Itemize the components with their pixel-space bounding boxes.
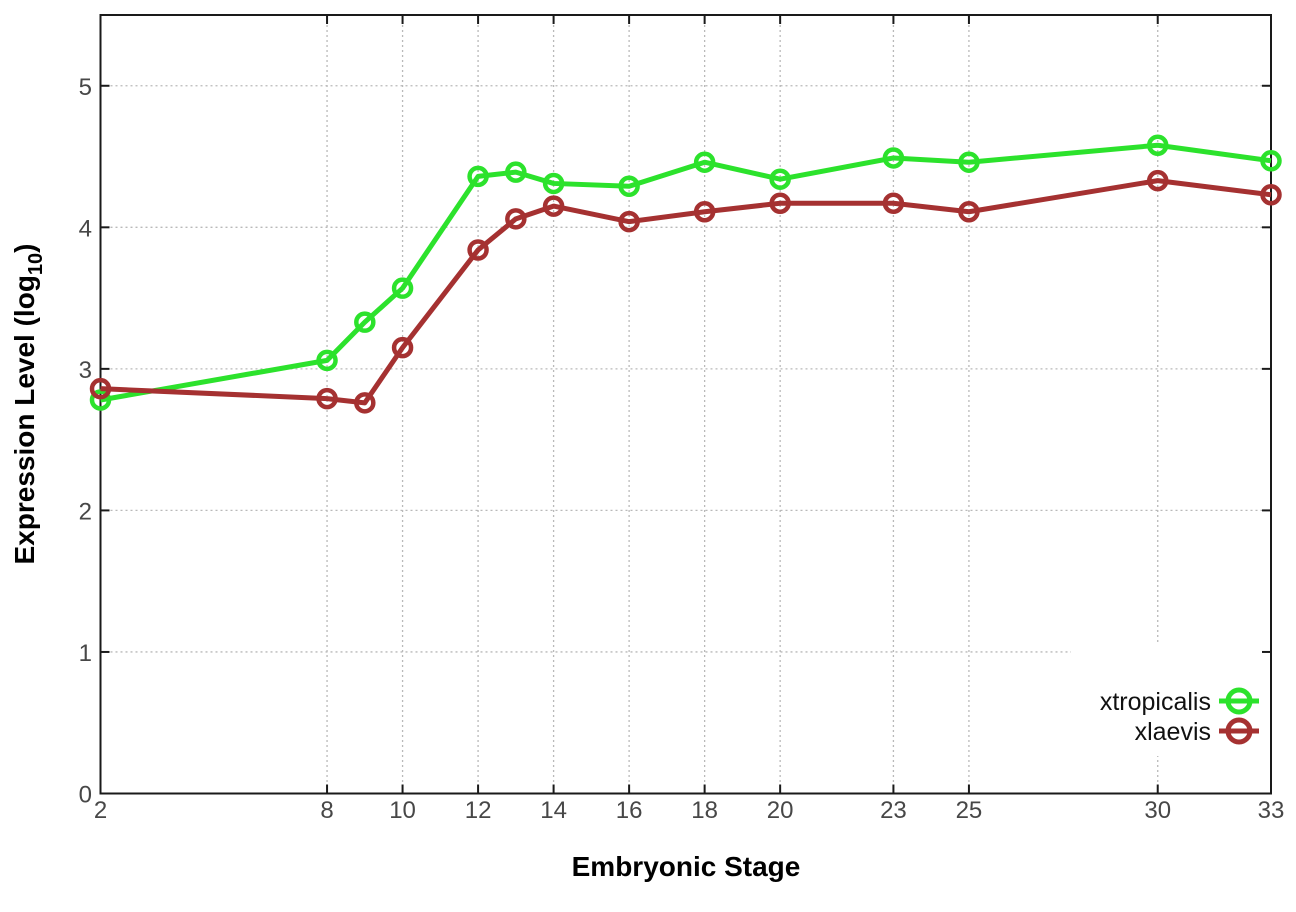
y-tick-label: 5 (79, 74, 92, 101)
axis-ticks (99, 15, 1272, 795)
data-point-marker-xtropicalis (542, 172, 565, 195)
data-point-marker-xlaevis (467, 239, 489, 261)
y-tick-label: 1 (79, 640, 92, 667)
data-point-marker-xtropicalis (467, 165, 489, 188)
data-point-marker-xlaevis (618, 210, 640, 233)
data-point-marker-xlaevis (354, 392, 376, 414)
legend-label-xlaevis: xlaevis (1135, 718, 1211, 746)
data-point-marker-xtropicalis (354, 311, 376, 333)
data-point-marker-xtropicalis (316, 349, 338, 372)
plot-border (99, 14, 1272, 795)
x-tick-label: 12 (465, 797, 492, 824)
legend-marker-xtropicalis (1225, 687, 1253, 715)
data-point-marker-xlaevis (1146, 169, 1169, 192)
x-tick-label: 30 (1144, 797, 1171, 824)
legend-marker-xlaevis (1225, 717, 1253, 745)
data-point-marker-xlaevis (542, 195, 565, 217)
y-tick-label: 4 (79, 215, 92, 242)
data-point-marker-xtropicalis (618, 175, 640, 198)
data-point-marker-xlaevis (1260, 184, 1282, 206)
y-tick-label: 3 (79, 357, 92, 384)
y-axis-title-subscript: 10 (25, 253, 47, 275)
data-point-marker-xtropicalis (693, 151, 716, 173)
x-tick-label: 10 (389, 797, 416, 824)
data-point-marker-xlaevis (89, 377, 112, 400)
x-tick-label: 20 (767, 797, 794, 824)
data-point-marker-xlaevis (769, 192, 791, 215)
data-point-marker-xlaevis (391, 336, 414, 359)
x-tick-label: 18 (691, 797, 718, 824)
data-point-marker-xlaevis (316, 387, 338, 410)
data-point-marker-xtropicalis (1146, 134, 1169, 156)
y-axis-title: Expression Level (log10) (9, 244, 47, 565)
x-tick-label: 2 (94, 797, 107, 824)
data-point-marker-xtropicalis (89, 389, 112, 411)
y-axis-title-main: Expression Level (log (9, 275, 40, 564)
data-point-marker-xlaevis (882, 192, 905, 215)
data-point-marker-xlaevis (958, 200, 980, 223)
data-series (89, 134, 1282, 414)
data-point-marker-xtropicalis (958, 151, 980, 173)
x-tick-label: 8 (320, 797, 333, 824)
y-tick-label: 0 (79, 782, 92, 809)
x-axis-title: Embryonic Stage (572, 851, 801, 882)
data-point-marker-xtropicalis (882, 147, 905, 169)
y-tick-labels: 0 1 2 3 4 5 (79, 74, 92, 809)
data-point-marker-xtropicalis (769, 168, 791, 190)
series-line-xlaevis (100, 178, 1272, 406)
y-axis-title-close: ) (9, 244, 40, 253)
data-point-marker-xtropicalis (391, 277, 414, 299)
x-tick-label: 25 (956, 797, 983, 824)
x-tick-label: 16 (616, 797, 643, 824)
y-tick-label: 2 (79, 498, 92, 525)
data-point-marker-xtropicalis (1260, 150, 1282, 172)
data-point-marker-xlaevis (505, 208, 527, 230)
data-point-marker-xtropicalis (505, 161, 527, 183)
data-point-marker-xlaevis (693, 200, 716, 223)
x-tick-label: 33 (1258, 797, 1285, 824)
x-tick-labels: 2 8 10 12 14 16 18 20 23 25 30 33 (94, 797, 1285, 824)
x-tick-label: 14 (540, 797, 567, 824)
legend-label-xtropicalis: xtropicalis (1100, 688, 1211, 716)
x-tick-label: 23 (880, 797, 907, 824)
series-line-xtropicalis (100, 142, 1272, 403)
